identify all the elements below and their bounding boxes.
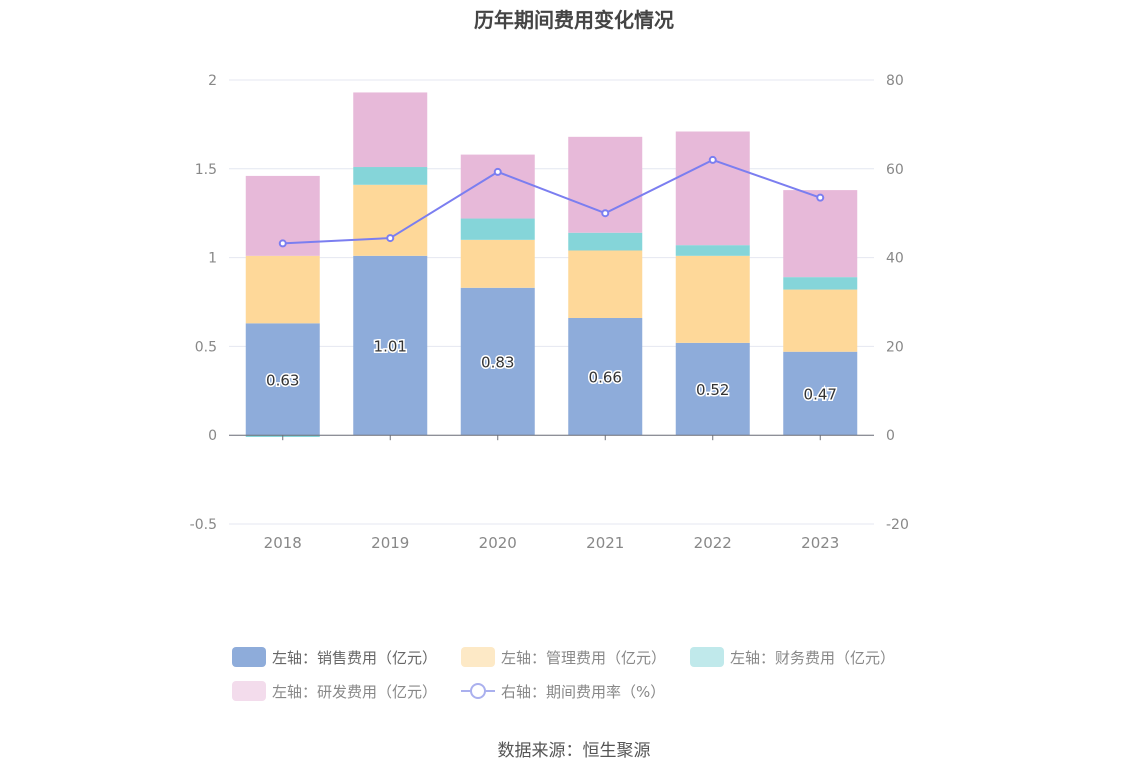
bar-sales bbox=[783, 351, 858, 436]
chart-title: 历年期间费用变化情况 bbox=[474, 8, 674, 32]
x-tick-label: 2022 bbox=[694, 534, 732, 552]
bar-finance bbox=[675, 245, 750, 256]
legend-swatch-rate bbox=[461, 681, 496, 701]
y-right-tick-label: 40 bbox=[886, 251, 904, 267]
y-left-tick-label: 1.5 bbox=[195, 162, 217, 178]
legend-label-rate: 右轴：期间费用率（%） bbox=[501, 682, 666, 701]
legend-item-sales[interactable]: 左轴：销售费用（亿元） bbox=[232, 647, 437, 668]
legend: 左轴：销售费用（亿元） 左轴：管理费用（亿元） 左轴：财务费用（亿元） 左轴：研… bbox=[232, 640, 932, 708]
legend-label-rd: 左轴：研发费用（亿元） bbox=[272, 682, 438, 701]
point-rate bbox=[278, 239, 287, 248]
bar-sales bbox=[568, 317, 643, 436]
bar-mgmt bbox=[460, 239, 535, 288]
bar-sales bbox=[460, 287, 535, 436]
bar-label-sales: 0.63 bbox=[266, 371, 299, 389]
y-left-tick-label: -0.5 bbox=[190, 517, 217, 533]
y-left-tick-label: 0.5 bbox=[195, 339, 217, 355]
bar-rd bbox=[783, 190, 858, 278]
point-rate bbox=[601, 209, 610, 218]
x-tick-label: 2019 bbox=[371, 534, 409, 552]
legend-item-rate[interactable]: 右轴：期间费用率（%） bbox=[461, 681, 665, 702]
legend-swatch-sales bbox=[232, 647, 266, 667]
bar-finance bbox=[353, 167, 428, 185]
point-rate bbox=[386, 234, 395, 243]
data-source: 数据来源：恒生聚源 bbox=[497, 741, 651, 761]
y-left-tick-label: 2 bbox=[208, 73, 217, 89]
y-right-tick-label: -20 bbox=[886, 517, 909, 533]
bar-finance bbox=[783, 277, 858, 290]
y-right-tick-label: 80 bbox=[886, 73, 904, 89]
bar-finance bbox=[460, 218, 535, 240]
bar-label-sales: 0.83 bbox=[481, 353, 514, 371]
bar-rd bbox=[460, 154, 535, 219]
bar-mgmt bbox=[568, 250, 643, 318]
bar-label-sales: 0.47 bbox=[804, 385, 837, 403]
legend-row-1: 左轴：销售费用（亿元） 左轴：管理费用（亿元） 左轴：财务费用（亿元） bbox=[232, 640, 932, 674]
y-left-tick-label: 0 bbox=[208, 428, 217, 444]
legend-item-rd[interactable]: 左轴：研发费用（亿元） bbox=[232, 681, 437, 702]
legend-swatch-finance bbox=[690, 647, 725, 667]
legend-label-sales: 左轴：销售费用（亿元） bbox=[272, 648, 438, 667]
chart-svg: -0.5 0 0.5 1 1.5 2 -20 0 20 40 60 80 0.63 2018 1.01 201… bbox=[190, 73, 909, 552]
x-tick-label: 2023 bbox=[801, 534, 839, 552]
legend-row-2: 左轴：研发费用（亿元） 右轴：期间费用率（%） bbox=[232, 674, 932, 708]
bar-rd bbox=[675, 131, 750, 246]
bar-mgmt bbox=[675, 255, 750, 343]
point-rate bbox=[708, 155, 717, 164]
bar-finance bbox=[568, 232, 643, 251]
y-right-tick-label: 20 bbox=[886, 339, 904, 355]
bar-rd bbox=[353, 92, 428, 168]
x-tick-label: 2020 bbox=[479, 534, 517, 552]
line-rate bbox=[282, 158, 821, 245]
legend-label-mgmt: 左轴：管理费用（亿元） bbox=[501, 648, 667, 667]
bar-mgmt bbox=[783, 289, 858, 352]
legend-swatch-rd bbox=[232, 681, 266, 701]
bar-label-sales: 0.52 bbox=[696, 381, 729, 399]
legend-item-finance[interactable]: 左轴：财务费用（亿元） bbox=[690, 647, 895, 668]
bar-label-sales: 1.01 bbox=[374, 338, 407, 356]
legend-swatch-mgmt bbox=[461, 647, 496, 667]
legend-label-finance: 左轴：财务费用（亿元） bbox=[730, 648, 896, 667]
bar-sales bbox=[245, 323, 320, 436]
x-tick-label: 2021 bbox=[586, 534, 624, 552]
bar-sales bbox=[353, 255, 428, 436]
bar-label-sales: 0.66 bbox=[589, 369, 622, 387]
bar-rd bbox=[568, 136, 643, 233]
point-rate bbox=[493, 167, 502, 176]
x-tick-label: 2018 bbox=[264, 534, 302, 552]
y-right-tick-label: 60 bbox=[886, 162, 904, 178]
bar-mgmt bbox=[353, 184, 428, 256]
y-left-tick-label: 1 bbox=[208, 251, 217, 267]
bar-mgmt bbox=[245, 255, 320, 324]
point-rate bbox=[816, 193, 825, 202]
legend-item-mgmt[interactable]: 左轴：管理费用（亿元） bbox=[461, 647, 666, 668]
y-right-tick-label: 0 bbox=[886, 428, 895, 444]
bar-sales bbox=[675, 342, 750, 436]
